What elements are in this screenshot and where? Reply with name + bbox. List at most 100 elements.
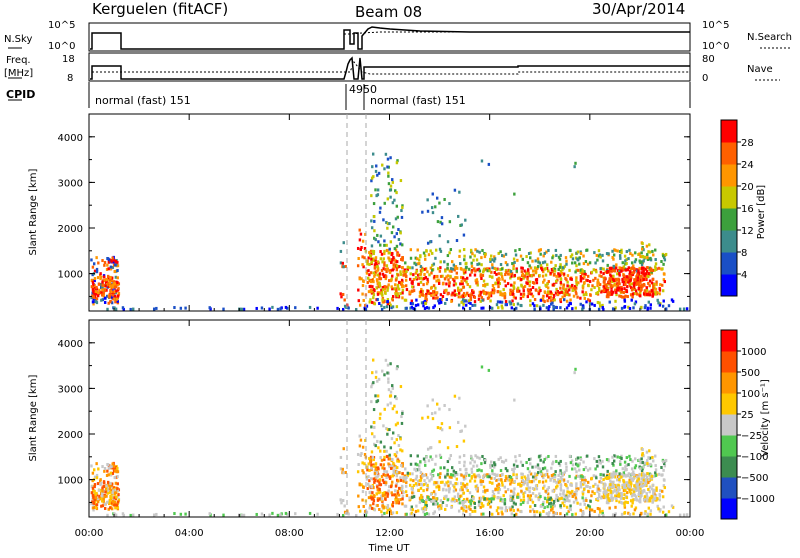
power-cell bbox=[343, 298, 346, 302]
power-cell bbox=[503, 296, 507, 300]
power-cell bbox=[620, 266, 624, 270]
power-cell bbox=[501, 306, 504, 310]
power-cell bbox=[242, 307, 246, 311]
velocity-cell bbox=[618, 472, 621, 476]
power-cell bbox=[660, 260, 663, 264]
velocity-cell bbox=[363, 452, 367, 456]
velocity-cell bbox=[360, 483, 363, 487]
velocity-cell bbox=[255, 512, 258, 516]
power-cell bbox=[425, 292, 428, 296]
velocity-cell bbox=[482, 512, 485, 516]
velocity-cell bbox=[366, 487, 369, 491]
power-cell bbox=[450, 260, 454, 264]
power-cell bbox=[114, 294, 117, 298]
nsky-trace bbox=[90, 26, 690, 50]
power-cell bbox=[443, 260, 446, 264]
power-cell bbox=[387, 279, 391, 283]
power-cell bbox=[487, 162, 491, 166]
power-cell bbox=[344, 264, 347, 268]
velocity-cell bbox=[478, 496, 482, 500]
velocity-cell bbox=[523, 490, 527, 494]
power-cell bbox=[654, 262, 658, 266]
velocity-cell bbox=[95, 498, 99, 502]
power-cell bbox=[491, 283, 495, 287]
velocity-cell bbox=[559, 459, 562, 463]
velocity-cell bbox=[111, 499, 115, 503]
power-cell bbox=[486, 282, 489, 286]
velocity-cell bbox=[396, 466, 399, 470]
power-cell bbox=[448, 251, 451, 255]
colorbar-swatch bbox=[721, 498, 737, 520]
velocity-cell bbox=[112, 466, 115, 470]
power-cell bbox=[499, 268, 502, 272]
velocity-cell bbox=[374, 467, 378, 471]
power-cell bbox=[376, 260, 380, 264]
power-cell bbox=[576, 268, 580, 272]
velocity-cell bbox=[479, 499, 482, 503]
velocity-cell bbox=[446, 480, 450, 484]
power-cell bbox=[597, 254, 601, 258]
velocity-cell bbox=[526, 501, 530, 505]
velocity-cell bbox=[419, 471, 423, 475]
power-cell bbox=[571, 283, 574, 287]
velocity-cell bbox=[102, 497, 105, 501]
power-cell bbox=[546, 299, 549, 303]
velocity-cell bbox=[460, 473, 463, 477]
velocity-cell bbox=[640, 511, 643, 515]
power-cell bbox=[504, 252, 508, 256]
power-cell bbox=[444, 289, 447, 293]
power-cell bbox=[458, 288, 462, 292]
velocity-cell bbox=[583, 502, 586, 506]
power-cell bbox=[604, 290, 607, 294]
velocity-cell bbox=[643, 495, 647, 499]
power-cell bbox=[551, 299, 555, 303]
power-cell bbox=[90, 285, 94, 289]
velocity-cell bbox=[424, 473, 428, 477]
power-cell bbox=[476, 249, 479, 253]
power-cell bbox=[510, 272, 514, 276]
power-cell bbox=[607, 270, 611, 274]
power-cell bbox=[471, 252, 474, 256]
velocity-cell bbox=[370, 425, 373, 429]
power-cell bbox=[559, 253, 562, 257]
power-cell bbox=[654, 248, 657, 252]
velocity-cell bbox=[462, 475, 466, 479]
velocity-cell bbox=[569, 483, 572, 487]
power-cell bbox=[588, 261, 592, 265]
power-cell bbox=[378, 210, 382, 214]
power-cell bbox=[543, 260, 547, 264]
velocity-cell bbox=[100, 481, 103, 485]
velocity-cell bbox=[486, 502, 490, 506]
power-cell bbox=[95, 267, 99, 271]
power-cell bbox=[461, 298, 465, 302]
velocity-cell bbox=[401, 502, 404, 506]
velocity-cell bbox=[565, 484, 568, 488]
power-cell bbox=[493, 266, 496, 270]
velocity-cell bbox=[575, 482, 578, 486]
power-cell bbox=[579, 250, 582, 254]
power-cell bbox=[585, 293, 588, 297]
velocity-cell bbox=[594, 467, 597, 471]
velocity-cell bbox=[453, 474, 456, 478]
power-cell bbox=[511, 290, 514, 294]
ytick-label: 1000 bbox=[58, 270, 83, 281]
power-cell bbox=[554, 248, 558, 252]
power-cell bbox=[539, 288, 542, 292]
power-cell bbox=[659, 283, 662, 287]
velocity-cell bbox=[480, 462, 483, 466]
velocity-cell bbox=[500, 506, 504, 510]
velocity-cell bbox=[382, 481, 386, 485]
velocity-cell bbox=[631, 493, 635, 497]
power-cell bbox=[546, 286, 550, 290]
power-cell bbox=[612, 253, 616, 257]
power-cell bbox=[589, 293, 592, 297]
power-cell bbox=[380, 291, 384, 295]
velocity-cell bbox=[575, 498, 578, 502]
velocity-cell bbox=[435, 481, 438, 485]
velocity-cell bbox=[640, 477, 643, 481]
power-cell bbox=[361, 255, 364, 259]
power-cell bbox=[394, 292, 398, 296]
power-cell bbox=[592, 268, 596, 272]
velocity-cell bbox=[388, 453, 391, 457]
velocity-cell bbox=[504, 458, 508, 462]
